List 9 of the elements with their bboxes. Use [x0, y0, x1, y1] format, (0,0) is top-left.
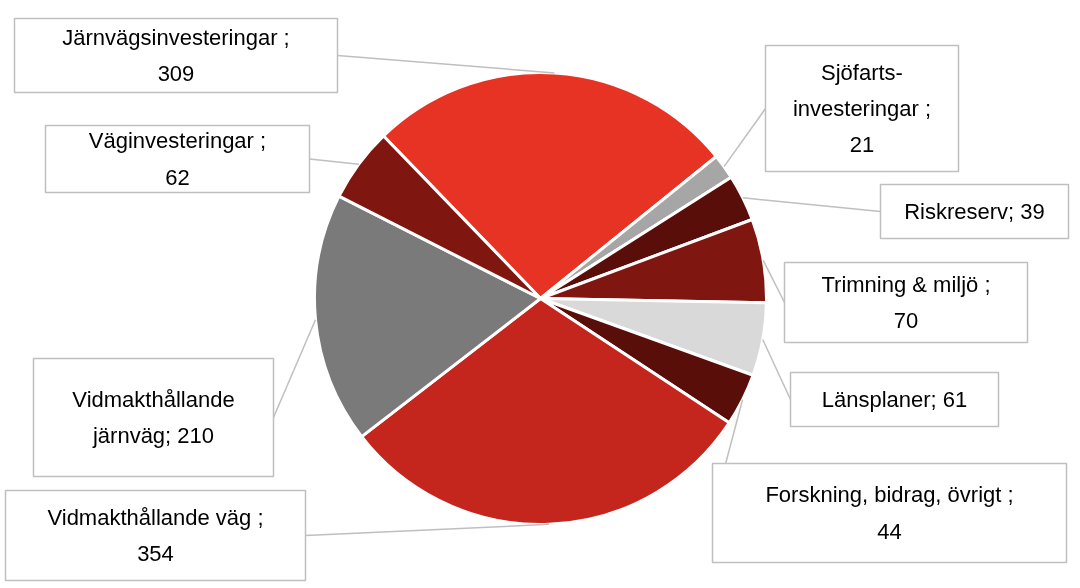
data-label: Länsplaner; 61 — [821, 387, 968, 412]
data-label: Vidmakthållande järnväg; 210 — [72, 386, 235, 449]
data-label: Väginvesteringar ; 62 — [88, 128, 267, 190]
data-label: Trimning & miljö ; 70 — [821, 271, 991, 334]
data-label: Sjöfarts-investeringar ; 21 — [792, 59, 932, 158]
data-label: Vidmakthållande väg ; 354 — [47, 504, 264, 567]
data-label: Riskreserv; 39 — [904, 199, 1045, 224]
data-label: Forskning, bidrag, övrigt ; 44 — [765, 482, 1014, 544]
data-label: Järnvägsinvesteringar ; 309 — [62, 24, 290, 87]
